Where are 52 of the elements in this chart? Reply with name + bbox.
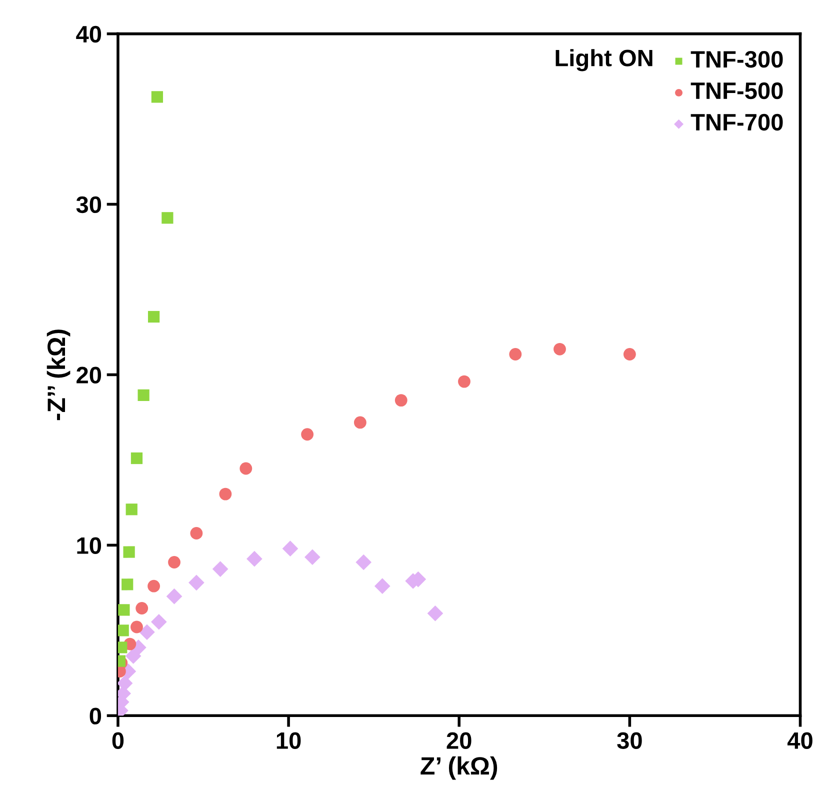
point bbox=[122, 578, 134, 590]
point bbox=[148, 310, 160, 323]
point bbox=[219, 488, 232, 500]
point bbox=[354, 416, 366, 429]
point bbox=[151, 91, 164, 103]
x-tick-label: 40 bbox=[787, 732, 812, 749]
point bbox=[282, 540, 298, 557]
point bbox=[240, 462, 252, 475]
point bbox=[166, 588, 182, 604]
point bbox=[301, 428, 314, 441]
point bbox=[130, 452, 143, 464]
point bbox=[623, 348, 636, 360]
point bbox=[458, 375, 470, 388]
point bbox=[190, 527, 203, 540]
legend-label: TNF-300 bbox=[690, 50, 783, 68]
legend-label: TNF-500 bbox=[690, 82, 783, 100]
point bbox=[150, 614, 167, 630]
y-tick-label: 30 bbox=[76, 196, 102, 214]
point bbox=[168, 556, 180, 568]
point bbox=[162, 212, 174, 224]
point bbox=[126, 504, 138, 516]
x-tick-label: 10 bbox=[276, 732, 301, 749]
legend-label: TNF-700 bbox=[690, 114, 783, 131]
x-tick-label: 30 bbox=[617, 732, 642, 749]
point bbox=[123, 546, 135, 558]
point bbox=[304, 549, 320, 566]
point bbox=[394, 394, 408, 407]
point bbox=[139, 624, 155, 640]
point bbox=[125, 648, 142, 664]
point bbox=[118, 604, 130, 616]
point bbox=[138, 389, 150, 401]
y-tick-label: 20 bbox=[76, 366, 102, 384]
point bbox=[427, 605, 444, 622]
point bbox=[118, 624, 129, 636]
point bbox=[246, 550, 262, 567]
point bbox=[356, 554, 372, 570]
y-tick-label: 10 bbox=[77, 537, 102, 554]
point bbox=[374, 578, 390, 594]
legend-title: Light ON bbox=[556, 49, 652, 72]
point bbox=[509, 348, 522, 360]
x-axis-title: Z’ (kΩ) bbox=[420, 756, 498, 780]
y-tick-label: 0 bbox=[90, 708, 102, 724]
point bbox=[212, 561, 228, 577]
point bbox=[136, 602, 148, 614]
point bbox=[188, 574, 204, 591]
y-tick-label: 40 bbox=[76, 26, 102, 43]
point bbox=[554, 342, 566, 356]
y-axis-title: -Z’’ (kΩ) bbox=[46, 330, 70, 420]
x-tick-label: 20 bbox=[446, 732, 472, 749]
point bbox=[130, 620, 143, 634]
x-tick-label: 0 bbox=[112, 732, 124, 749]
point bbox=[148, 580, 160, 592]
